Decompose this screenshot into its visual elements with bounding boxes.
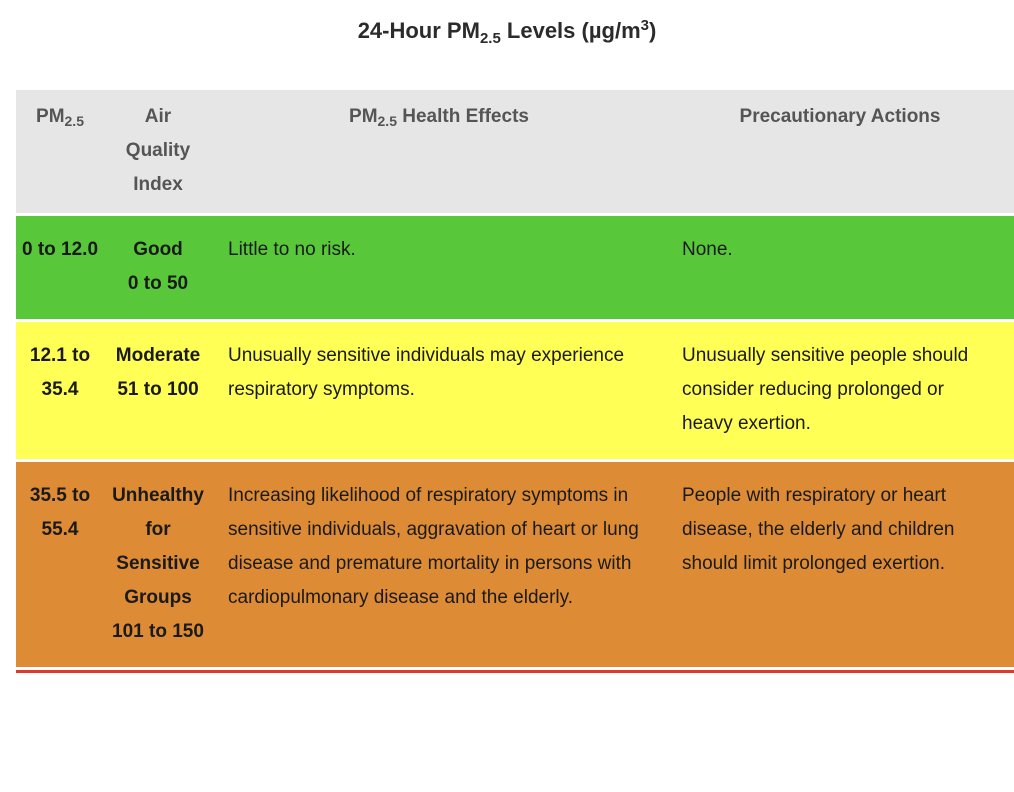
title-middle: Levels (µg/m xyxy=(500,18,641,43)
header-pm-label: PM xyxy=(36,106,65,127)
aqi-category: Moderate 51 to 100 xyxy=(104,319,212,461)
aqi-category-name: Moderate xyxy=(115,345,201,366)
header-pm: PM2.5 xyxy=(16,90,104,215)
header-effects-label: PM xyxy=(349,106,378,127)
header-effects-suffix: Health Effects xyxy=(396,106,529,127)
page-title: 24-Hour PM2.5 Levels (µg/m3) xyxy=(0,14,1014,48)
table-row-moderate: 12.1 to 35.4 Moderate 51 to 100 Unusually… xyxy=(16,319,1014,461)
title-superscript: 3 xyxy=(640,17,649,34)
table-row-good: 0 to 12.0 Good 0 to 50 Little to no risk.… xyxy=(16,213,1014,321)
health-effects: Little to no risk. xyxy=(212,213,666,321)
aqi-index-range: 0 to 50 xyxy=(127,273,189,294)
aqi-category: Unhealthy for Sensitive Groups 101 to 150 xyxy=(104,459,212,669)
aqi-index-range: 51 to 100 xyxy=(117,379,199,400)
next-row-edge-cell xyxy=(16,667,1014,673)
precautionary-actions: Unusually sensitive people should consid… xyxy=(666,319,1014,461)
title-subscript: 2.5 xyxy=(479,30,501,47)
header-actions: Precautionary Actions xyxy=(666,90,1014,215)
header-aqi: Air Quality Index xyxy=(104,90,212,215)
header-effects-subscript: 2.5 xyxy=(377,113,397,129)
aqi-category-name: Good xyxy=(133,239,183,260)
health-effects: Increasing likelihood of respiratory sym… xyxy=(212,459,666,669)
table-header-row: PM2.5 Air Quality Index PM2.5 Health Eff… xyxy=(16,90,1014,215)
precautionary-actions: People with respiratory or heart disease… xyxy=(666,459,1014,669)
aqi-category-name: Unhealthy for Sensitive Groups xyxy=(112,485,204,608)
next-row-edge xyxy=(16,667,1014,673)
precautionary-actions: None. xyxy=(666,213,1014,321)
health-effects: Unusually sensitive individuals may expe… xyxy=(212,319,666,461)
header-pm-subscript: 2.5 xyxy=(64,113,84,129)
pm-range: 12.1 to 35.4 xyxy=(16,319,104,461)
aqi-category: Good 0 to 50 xyxy=(104,213,212,321)
header-effects: PM2.5 Health Effects xyxy=(212,90,666,215)
pm-range: 35.5 to 55.4 xyxy=(16,459,104,669)
pm-range: 0 to 12.0 xyxy=(16,213,104,321)
aqi-table: PM2.5 Air Quality Index PM2.5 Health Eff… xyxy=(16,90,1014,673)
title-suffix: ) xyxy=(648,18,657,43)
title-prefix: 24-Hour PM xyxy=(357,18,480,43)
aqi-index-range: 101 to 150 xyxy=(112,621,204,642)
table-row-unhealthy-sensitive: 35.5 to 55.4 Unhealthy for Sensitive Gro… xyxy=(16,459,1014,669)
